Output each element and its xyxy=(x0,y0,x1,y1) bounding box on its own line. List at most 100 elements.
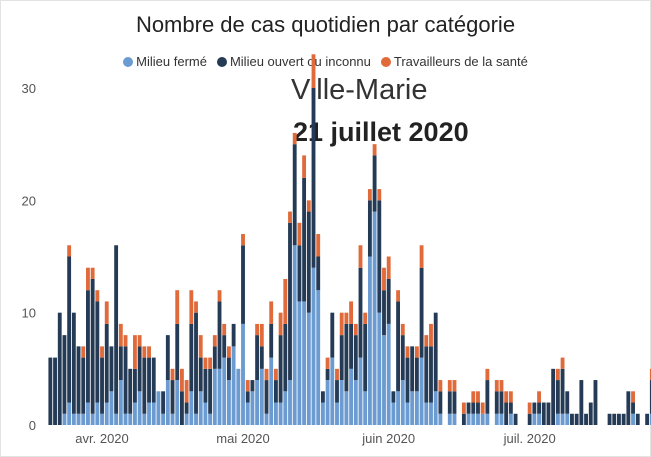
bar-segment-travailleurs-sante[interactable] xyxy=(325,357,330,369)
bar-segment-milieu-ouvert[interactable] xyxy=(400,335,405,381)
bar-segment-travailleurs-sante[interactable] xyxy=(194,301,198,313)
bar-segment-milieu-ouvert[interactable] xyxy=(429,346,433,403)
bar-segment-milieu-ouvert[interactable] xyxy=(118,346,123,381)
bar-segment-milieu-ferme[interactable] xyxy=(339,380,344,425)
bar-segment-milieu-ouvert[interactable] xyxy=(499,391,504,414)
bar-segment-travailleurs-sante[interactable] xyxy=(283,278,288,324)
bar-segment-milieu-ouvert[interactable] xyxy=(175,323,180,381)
bar-segment-travailleurs-sante[interactable] xyxy=(311,54,316,88)
bar-segment-milieu-ouvert[interactable] xyxy=(485,380,490,414)
bar-segment-milieu-ouvert[interactable] xyxy=(114,245,119,414)
bar-segment-milieu-ouvert[interactable] xyxy=(579,380,584,425)
bar-segment-travailleurs-sante[interactable] xyxy=(344,312,349,324)
bar-segment-milieu-ferme[interactable] xyxy=(508,413,513,425)
bar-segment-milieu-ferme[interactable] xyxy=(424,402,429,425)
bar-segment-milieu-ferme[interactable] xyxy=(156,391,161,425)
bar-segment-milieu-ferme[interactable] xyxy=(499,413,504,425)
bar-segment-milieu-ferme[interactable] xyxy=(311,267,316,425)
bar-segment-travailleurs-sante[interactable] xyxy=(461,402,466,414)
bar-segment-milieu-ferme[interactable] xyxy=(405,402,410,425)
bar-segment-travailleurs-sante[interactable] xyxy=(217,290,222,302)
bar-segment-milieu-ouvert[interactable] xyxy=(212,346,217,369)
bar-segment-travailleurs-sante[interactable] xyxy=(405,346,410,358)
bar-segment-milieu-ouvert[interactable] xyxy=(546,402,551,425)
bar-segment-milieu-ouvert[interactable] xyxy=(452,391,457,414)
bar-segment-milieu-ferme[interactable] xyxy=(151,402,156,425)
bar-segment-travailleurs-sante[interactable] xyxy=(560,357,565,369)
bar-segment-milieu-ouvert[interactable] xyxy=(311,88,316,268)
bar-segment-milieu-ferme[interactable] xyxy=(76,413,81,425)
bar-segment-milieu-ferme[interactable] xyxy=(236,368,241,425)
bar-segment-milieu-ferme[interactable] xyxy=(90,413,95,425)
bar-segment-milieu-ferme[interactable] xyxy=(95,402,100,425)
bar-segment-milieu-ferme[interactable] xyxy=(386,323,391,425)
bar-segment-milieu-ferme[interactable] xyxy=(391,402,396,425)
bar-segment-travailleurs-sante[interactable] xyxy=(438,380,443,392)
bar-segment-milieu-ouvert[interactable] xyxy=(133,368,137,403)
bar-segment-milieu-ferme[interactable] xyxy=(86,402,90,425)
bar-segment-milieu-ferme[interactable] xyxy=(170,413,175,425)
bar-segment-milieu-ouvert[interactable] xyxy=(330,312,335,358)
bar-segment-milieu-ferme[interactable] xyxy=(147,402,151,425)
bar-segment-milieu-ferme[interactable] xyxy=(438,413,443,425)
bar-segment-milieu-ferme[interactable] xyxy=(631,413,635,425)
legend[interactable]: Milieu fermé Milieu ouvert ou inconnu Tr… xyxy=(0,54,651,69)
bar-segment-milieu-ferme[interactable] xyxy=(278,402,283,425)
bar-segment-travailleurs-sante[interactable] xyxy=(259,323,264,347)
bar-segment-milieu-ferme[interactable] xyxy=(222,357,227,425)
bar-segment-travailleurs-sante[interactable] xyxy=(386,256,391,279)
bar-segment-milieu-ouvert[interactable] xyxy=(513,413,518,425)
bar-segment-travailleurs-sante[interactable] xyxy=(104,301,109,324)
bar-segment-milieu-ouvert[interactable] xyxy=(128,368,133,414)
bar-segment-milieu-ferme[interactable] xyxy=(429,402,433,425)
bar-segment-milieu-ouvert[interactable] xyxy=(626,391,631,425)
bar-segment-travailleurs-sante[interactable] xyxy=(485,368,490,381)
bar-segment-travailleurs-sante[interactable] xyxy=(222,323,227,336)
bar-segment-milieu-ouvert[interactable] xyxy=(649,380,651,414)
bar-segment-travailleurs-sante[interactable] xyxy=(147,346,151,358)
bar-segment-milieu-ouvert[interactable] xyxy=(537,402,541,414)
bar-segment-milieu-ferme[interactable] xyxy=(62,413,67,425)
bar-segment-milieu-ouvert[interactable] xyxy=(377,200,382,313)
bar-segment-travailleurs-sante[interactable] xyxy=(67,245,72,257)
bar-segment-milieu-ouvert[interactable] xyxy=(532,402,537,414)
bar-segment-milieu-ferme[interactable] xyxy=(410,391,415,425)
bar-segment-milieu-ouvert[interactable] xyxy=(180,391,184,425)
bar-segment-travailleurs-sante[interactable] xyxy=(377,189,382,201)
bar-segment-milieu-ouvert[interactable] xyxy=(344,323,349,392)
bar-segment-milieu-ferme[interactable] xyxy=(372,211,377,425)
bar-segment-milieu-ferme[interactable] xyxy=(269,357,274,425)
bar-segment-milieu-ouvert[interactable] xyxy=(259,346,264,369)
bar-segment-milieu-ferme[interactable] xyxy=(485,413,490,425)
bar-segment-milieu-ouvert[interactable] xyxy=(231,323,236,347)
bar-segment-milieu-ouvert[interactable] xyxy=(297,245,302,302)
bar-segment-milieu-ouvert[interactable] xyxy=(241,245,245,324)
bar-segment-milieu-ferme[interactable] xyxy=(344,391,349,425)
bar-segment-milieu-ouvert[interactable] xyxy=(508,402,513,414)
bar-segment-travailleurs-sante[interactable] xyxy=(180,368,184,392)
bar-segment-milieu-ouvert[interactable] xyxy=(100,357,104,414)
bar-segment-milieu-ouvert[interactable] xyxy=(461,413,466,425)
bar-segment-milieu-ouvert[interactable] xyxy=(447,391,452,414)
bar-segment-travailleurs-sante[interactable] xyxy=(302,155,307,178)
bar-segment-milieu-ferme[interactable] xyxy=(118,380,123,425)
bar-segment-travailleurs-sante[interactable] xyxy=(264,368,269,381)
bar-segment-travailleurs-sante[interactable] xyxy=(184,380,189,403)
bar-segment-milieu-ouvert[interactable] xyxy=(189,323,194,392)
bar-segment-milieu-ferme[interactable] xyxy=(161,413,166,425)
bar-segment-milieu-ferme[interactable] xyxy=(382,335,386,425)
bar-segment-milieu-ouvert[interactable] xyxy=(358,267,363,358)
bar-segment-milieu-ferme[interactable] xyxy=(400,380,405,425)
legend-item-travailleurs-sante[interactable]: Travailleurs de la santé xyxy=(380,54,528,69)
bar-segment-milieu-ouvert[interactable] xyxy=(635,413,640,425)
bar-segment-milieu-ferme[interactable] xyxy=(302,301,307,425)
bar-segment-milieu-ouvert[interactable] xyxy=(419,267,424,358)
bar-segment-milieu-ferme[interactable] xyxy=(325,380,330,425)
bar-segment-milieu-ouvert[interactable] xyxy=(170,380,175,414)
bar-segment-travailleurs-sante[interactable] xyxy=(100,346,104,358)
bar-segment-milieu-ouvert[interactable] xyxy=(551,368,556,425)
bar-segment-travailleurs-sante[interactable] xyxy=(508,391,513,403)
bar-segment-travailleurs-sante[interactable] xyxy=(81,346,86,358)
bar-segment-milieu-ouvert[interactable] xyxy=(410,346,415,392)
bar-segment-travailleurs-sante[interactable] xyxy=(424,335,429,347)
